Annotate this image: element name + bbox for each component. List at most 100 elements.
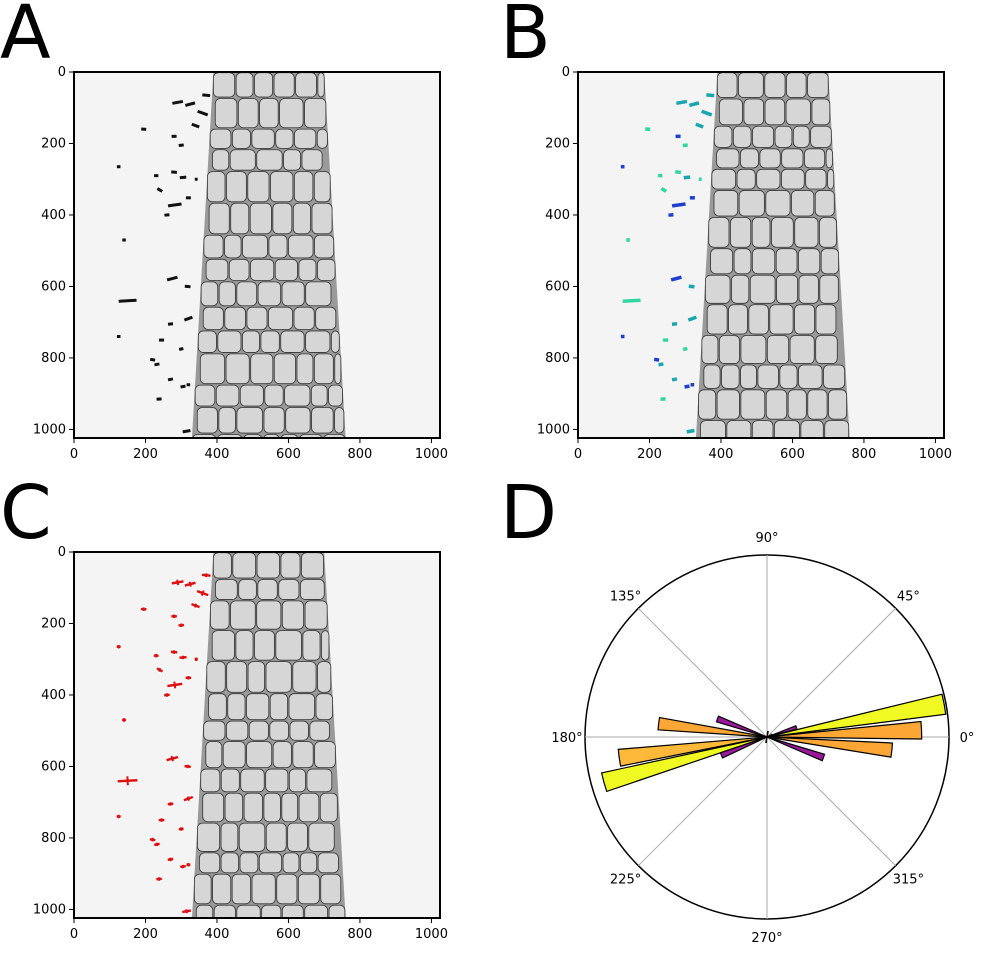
cell (281, 281, 305, 307)
cell (281, 792, 299, 823)
x-tick-label: 800 (348, 927, 373, 942)
cell (268, 234, 288, 259)
dark-junction (172, 99, 184, 105)
cell (224, 234, 242, 259)
cell (823, 364, 846, 389)
cell (193, 873, 212, 905)
y-tick-label: 200 (41, 616, 66, 631)
cell (313, 353, 334, 385)
cell (301, 552, 324, 579)
cell (775, 248, 798, 275)
segmented-junction (701, 109, 713, 117)
cell (226, 661, 248, 693)
cell (304, 600, 328, 630)
cell (206, 661, 226, 693)
cell (196, 822, 221, 852)
cell (718, 335, 740, 364)
y-tick-label: 0 (562, 65, 570, 80)
dark-junction (191, 122, 200, 129)
cell (774, 420, 800, 438)
cell (225, 353, 250, 385)
cell (304, 98, 327, 129)
cell (740, 148, 759, 169)
cell (713, 190, 739, 217)
cell (765, 190, 791, 217)
cell (811, 98, 831, 126)
x-tick-label: 200 (133, 927, 158, 942)
cell (270, 171, 294, 203)
cell (313, 171, 331, 203)
cell (273, 72, 295, 98)
cell (302, 630, 321, 661)
cell (700, 420, 726, 438)
x-tick-label: 1000 (415, 447, 448, 462)
axes-frame (577, 71, 945, 439)
cell (209, 128, 232, 149)
cell (334, 407, 345, 434)
cell (225, 720, 249, 741)
cell (251, 873, 276, 905)
cell (230, 600, 256, 630)
cell (280, 552, 301, 579)
polar-bar (766, 720, 923, 740)
cell (716, 389, 740, 420)
cell (764, 72, 786, 98)
cell (776, 274, 798, 304)
cell (200, 281, 219, 307)
x-tick-label: 600 (276, 447, 301, 462)
cell (317, 72, 325, 98)
cell (292, 202, 311, 235)
perpendicular-tick (193, 603, 198, 608)
cell (275, 630, 302, 661)
cell (200, 768, 221, 793)
cell (781, 148, 804, 169)
segmented-junction (671, 202, 686, 208)
perpendicular-tick (169, 857, 172, 862)
cell (319, 792, 338, 823)
x-tick-label: 1000 (415, 927, 448, 942)
cell (328, 384, 343, 407)
cell (197, 330, 217, 353)
cell (781, 168, 805, 190)
cell (828, 389, 848, 420)
y-tick-label: 600 (41, 279, 66, 294)
cell (308, 822, 335, 852)
polar-bar (766, 725, 798, 738)
segmented-junction (622, 298, 641, 303)
cell (721, 364, 740, 389)
dark-junction (167, 202, 182, 208)
dark-junction (179, 175, 187, 180)
cell (807, 389, 828, 420)
cell (311, 202, 333, 235)
cell (256, 552, 280, 579)
cell (256, 600, 282, 630)
cell (268, 306, 293, 330)
x-tick-label: 0 (70, 927, 78, 942)
cell (202, 306, 224, 330)
cell (196, 407, 218, 434)
cell (257, 579, 278, 600)
cell (280, 330, 305, 353)
cell (272, 741, 292, 769)
panel-letter-b: B (500, 0, 551, 76)
cell (757, 364, 779, 389)
segmented-junction (653, 357, 660, 362)
cell (215, 384, 240, 407)
y-tick-label: 1000 (33, 422, 66, 437)
cell (827, 168, 835, 190)
polar-angle-label: 135° (610, 590, 641, 605)
cell (283, 149, 301, 171)
cell (274, 258, 298, 281)
perpendicular-tick (179, 827, 183, 831)
dark-junction (180, 384, 186, 389)
perpendicular-tick (155, 842, 159, 847)
cell (278, 579, 300, 600)
cell (251, 128, 275, 149)
cell (238, 579, 257, 600)
cell (301, 149, 323, 171)
cell (299, 579, 325, 600)
cell (224, 792, 244, 823)
perpendicular-tick (151, 837, 154, 842)
cell (240, 768, 265, 793)
polar-angle-label: 45° (897, 590, 920, 605)
